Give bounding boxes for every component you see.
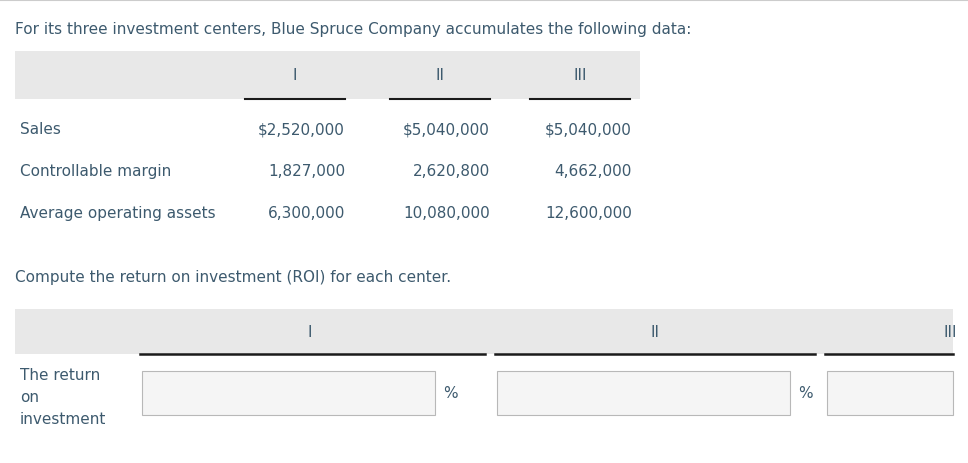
Text: 1,827,000: 1,827,000 (268, 164, 345, 179)
Text: $5,040,000: $5,040,000 (545, 122, 632, 137)
Text: $2,520,000: $2,520,000 (258, 122, 345, 137)
Text: II: II (436, 69, 444, 83)
Text: For its three investment centers, Blue Spruce Company accumulates the following : For its three investment centers, Blue S… (15, 22, 691, 37)
Text: 4,662,000: 4,662,000 (555, 164, 632, 179)
Bar (142, 371, 435, 415)
Text: III: III (573, 69, 587, 83)
Text: Sales: Sales (20, 122, 61, 137)
Text: II: II (650, 324, 659, 339)
Bar (15, 309, 953, 354)
Text: %: % (798, 386, 812, 400)
Text: %: % (443, 386, 458, 400)
Text: 2,620,800: 2,620,800 (412, 164, 490, 179)
Text: I: I (292, 69, 297, 83)
Text: Controllable margin: Controllable margin (20, 164, 171, 179)
Text: I: I (308, 324, 313, 339)
Text: Compute the return on investment (ROI) for each center.: Compute the return on investment (ROI) f… (15, 269, 451, 284)
Text: The return
on
investment: The return on investment (20, 367, 106, 426)
Text: $5,040,000: $5,040,000 (403, 122, 490, 137)
Text: III: III (943, 324, 956, 339)
Text: 10,080,000: 10,080,000 (404, 206, 490, 221)
Text: 6,300,000: 6,300,000 (267, 206, 345, 221)
Text: Average operating assets: Average operating assets (20, 206, 216, 221)
Bar (827, 371, 953, 415)
Bar (497, 371, 790, 415)
Text: 12,600,000: 12,600,000 (545, 206, 632, 221)
Bar (15, 52, 640, 100)
